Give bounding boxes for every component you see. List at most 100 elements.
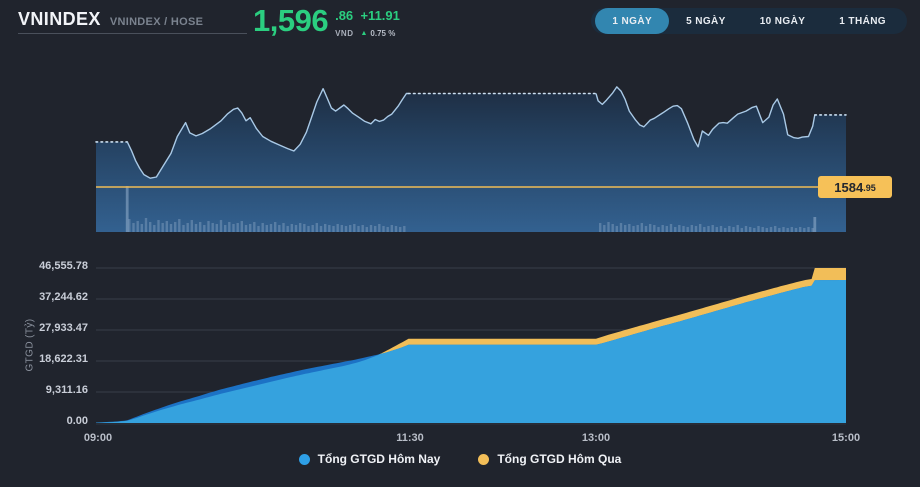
volume-bar bbox=[195, 224, 197, 232]
volume-bar bbox=[187, 223, 189, 232]
volume-bar bbox=[670, 224, 672, 232]
volume-bar bbox=[328, 225, 330, 232]
volume-bar bbox=[153, 225, 155, 232]
volume-bar bbox=[274, 222, 276, 232]
price-change-pct: 0.75 % bbox=[370, 29, 395, 38]
volume-bar bbox=[682, 226, 684, 232]
volume-bar bbox=[712, 225, 714, 232]
volume-bar bbox=[341, 225, 343, 232]
volume-bar bbox=[774, 226, 776, 232]
volume-bar bbox=[616, 226, 618, 232]
volume-bar bbox=[191, 220, 193, 232]
volume-bar bbox=[632, 226, 634, 232]
volume-bar bbox=[337, 224, 339, 232]
ytick-2: 18,622.31 bbox=[2, 353, 88, 365]
volume-bar bbox=[320, 226, 322, 232]
price-decimals-col: .86 VND bbox=[335, 5, 353, 38]
volume-bar bbox=[303, 224, 305, 232]
volume-bar bbox=[278, 225, 280, 232]
volume-bar bbox=[762, 227, 764, 232]
volume-bar bbox=[737, 225, 739, 232]
volume-bar bbox=[170, 224, 172, 232]
volume-bar bbox=[803, 228, 805, 232]
volume-bar bbox=[720, 226, 722, 232]
ytick-3: 27,933.47 bbox=[2, 322, 88, 334]
volume-bar bbox=[716, 227, 718, 232]
volume-bar bbox=[374, 226, 376, 232]
volume-bar bbox=[645, 226, 647, 232]
volume-bar bbox=[703, 227, 705, 232]
xtick-0900: 09:00 bbox=[84, 432, 112, 444]
volume-bar bbox=[653, 225, 655, 232]
xtick-1500: 15:00 bbox=[832, 432, 860, 444]
volume-bar bbox=[249, 224, 251, 232]
volume-bar bbox=[403, 226, 405, 232]
volume-bar bbox=[262, 223, 264, 232]
volume-bar bbox=[149, 222, 151, 232]
volume-bar bbox=[387, 227, 389, 232]
volume-bar bbox=[253, 222, 255, 232]
volume-bar bbox=[807, 227, 809, 232]
xtick-1130: 11:30 bbox=[396, 432, 424, 444]
volume-bar bbox=[599, 223, 601, 232]
reference-price-main: 1584 bbox=[834, 180, 863, 195]
volume-bar bbox=[766, 228, 768, 232]
volume-bar bbox=[182, 225, 184, 232]
volume-bar bbox=[362, 225, 364, 232]
range-button-1-day[interactable]: 1 NGÀY bbox=[595, 8, 669, 34]
ytick-0: 0.00 bbox=[2, 415, 88, 427]
price-change-pct-row: ▲ 0.75 % bbox=[360, 29, 399, 38]
volume-bar bbox=[649, 224, 651, 232]
volume-bar bbox=[299, 223, 301, 232]
volume-bar bbox=[657, 227, 659, 232]
volume-bar bbox=[699, 224, 701, 232]
volume-bar bbox=[691, 225, 693, 232]
range-button-1-month[interactable]: 1 THÁNG bbox=[822, 8, 903, 34]
volume-bar bbox=[228, 222, 230, 232]
volume-bar bbox=[220, 220, 222, 232]
header-divider bbox=[18, 33, 247, 34]
price-value: 1,596 bbox=[253, 5, 328, 37]
volume-bar bbox=[795, 228, 797, 232]
volume-bar bbox=[674, 227, 676, 232]
volume-bar bbox=[357, 226, 359, 232]
legend-item-yesterday[interactable]: Tổng GTGD Hôm Qua bbox=[478, 452, 621, 466]
volume-bar bbox=[237, 223, 239, 232]
volume-bar bbox=[241, 221, 243, 232]
volume-bar bbox=[378, 224, 380, 232]
legend-label-yesterday: Tổng GTGD Hôm Qua bbox=[497, 452, 621, 466]
volume-bar bbox=[782, 227, 784, 232]
charts-canvas[interactable] bbox=[0, 0, 920, 487]
volume-bar bbox=[178, 219, 180, 232]
volume-bar bbox=[741, 228, 743, 232]
volume-bar bbox=[391, 225, 393, 232]
volume-bar bbox=[353, 224, 355, 232]
volume-bar bbox=[312, 225, 314, 232]
index-area-fill bbox=[96, 87, 846, 232]
volume-bar bbox=[607, 222, 609, 232]
legend: Tổng GTGD Hôm Nay Tổng GTGD Hôm Qua bbox=[0, 452, 920, 466]
volume-bar bbox=[132, 223, 134, 232]
volume-bar bbox=[137, 221, 139, 232]
volume-bar bbox=[753, 228, 755, 232]
volume-bar bbox=[603, 225, 605, 232]
volume-bar bbox=[724, 228, 726, 232]
volume-bar bbox=[382, 226, 384, 232]
volume-bar bbox=[282, 223, 284, 232]
volume-bar bbox=[620, 223, 622, 232]
volume-bar bbox=[212, 223, 214, 232]
volume-bar bbox=[787, 228, 789, 232]
price-change-col: +11.91 ▲ 0.75 % bbox=[360, 5, 399, 38]
volume-bar bbox=[770, 227, 772, 232]
volume-bar bbox=[307, 226, 309, 232]
volume-bar bbox=[749, 227, 751, 232]
legend-item-today[interactable]: Tổng GTGD Hôm Nay bbox=[299, 452, 441, 466]
volume-bar bbox=[316, 223, 318, 232]
range-button-5-day[interactable]: 5 NGÀY bbox=[669, 8, 743, 34]
price-block: 1,596 .86 VND +11.91 ▲ 0.75 % bbox=[253, 5, 400, 38]
volume-bar bbox=[370, 225, 372, 232]
range-button-10-day[interactable]: 10 NGÀY bbox=[743, 8, 823, 34]
range-button-group: 1 NGÀY 5 NGÀY 10 NGÀY 1 THÁNG bbox=[591, 8, 907, 34]
up-arrow-icon: ▲ bbox=[360, 30, 367, 37]
volume-bar bbox=[224, 225, 226, 232]
